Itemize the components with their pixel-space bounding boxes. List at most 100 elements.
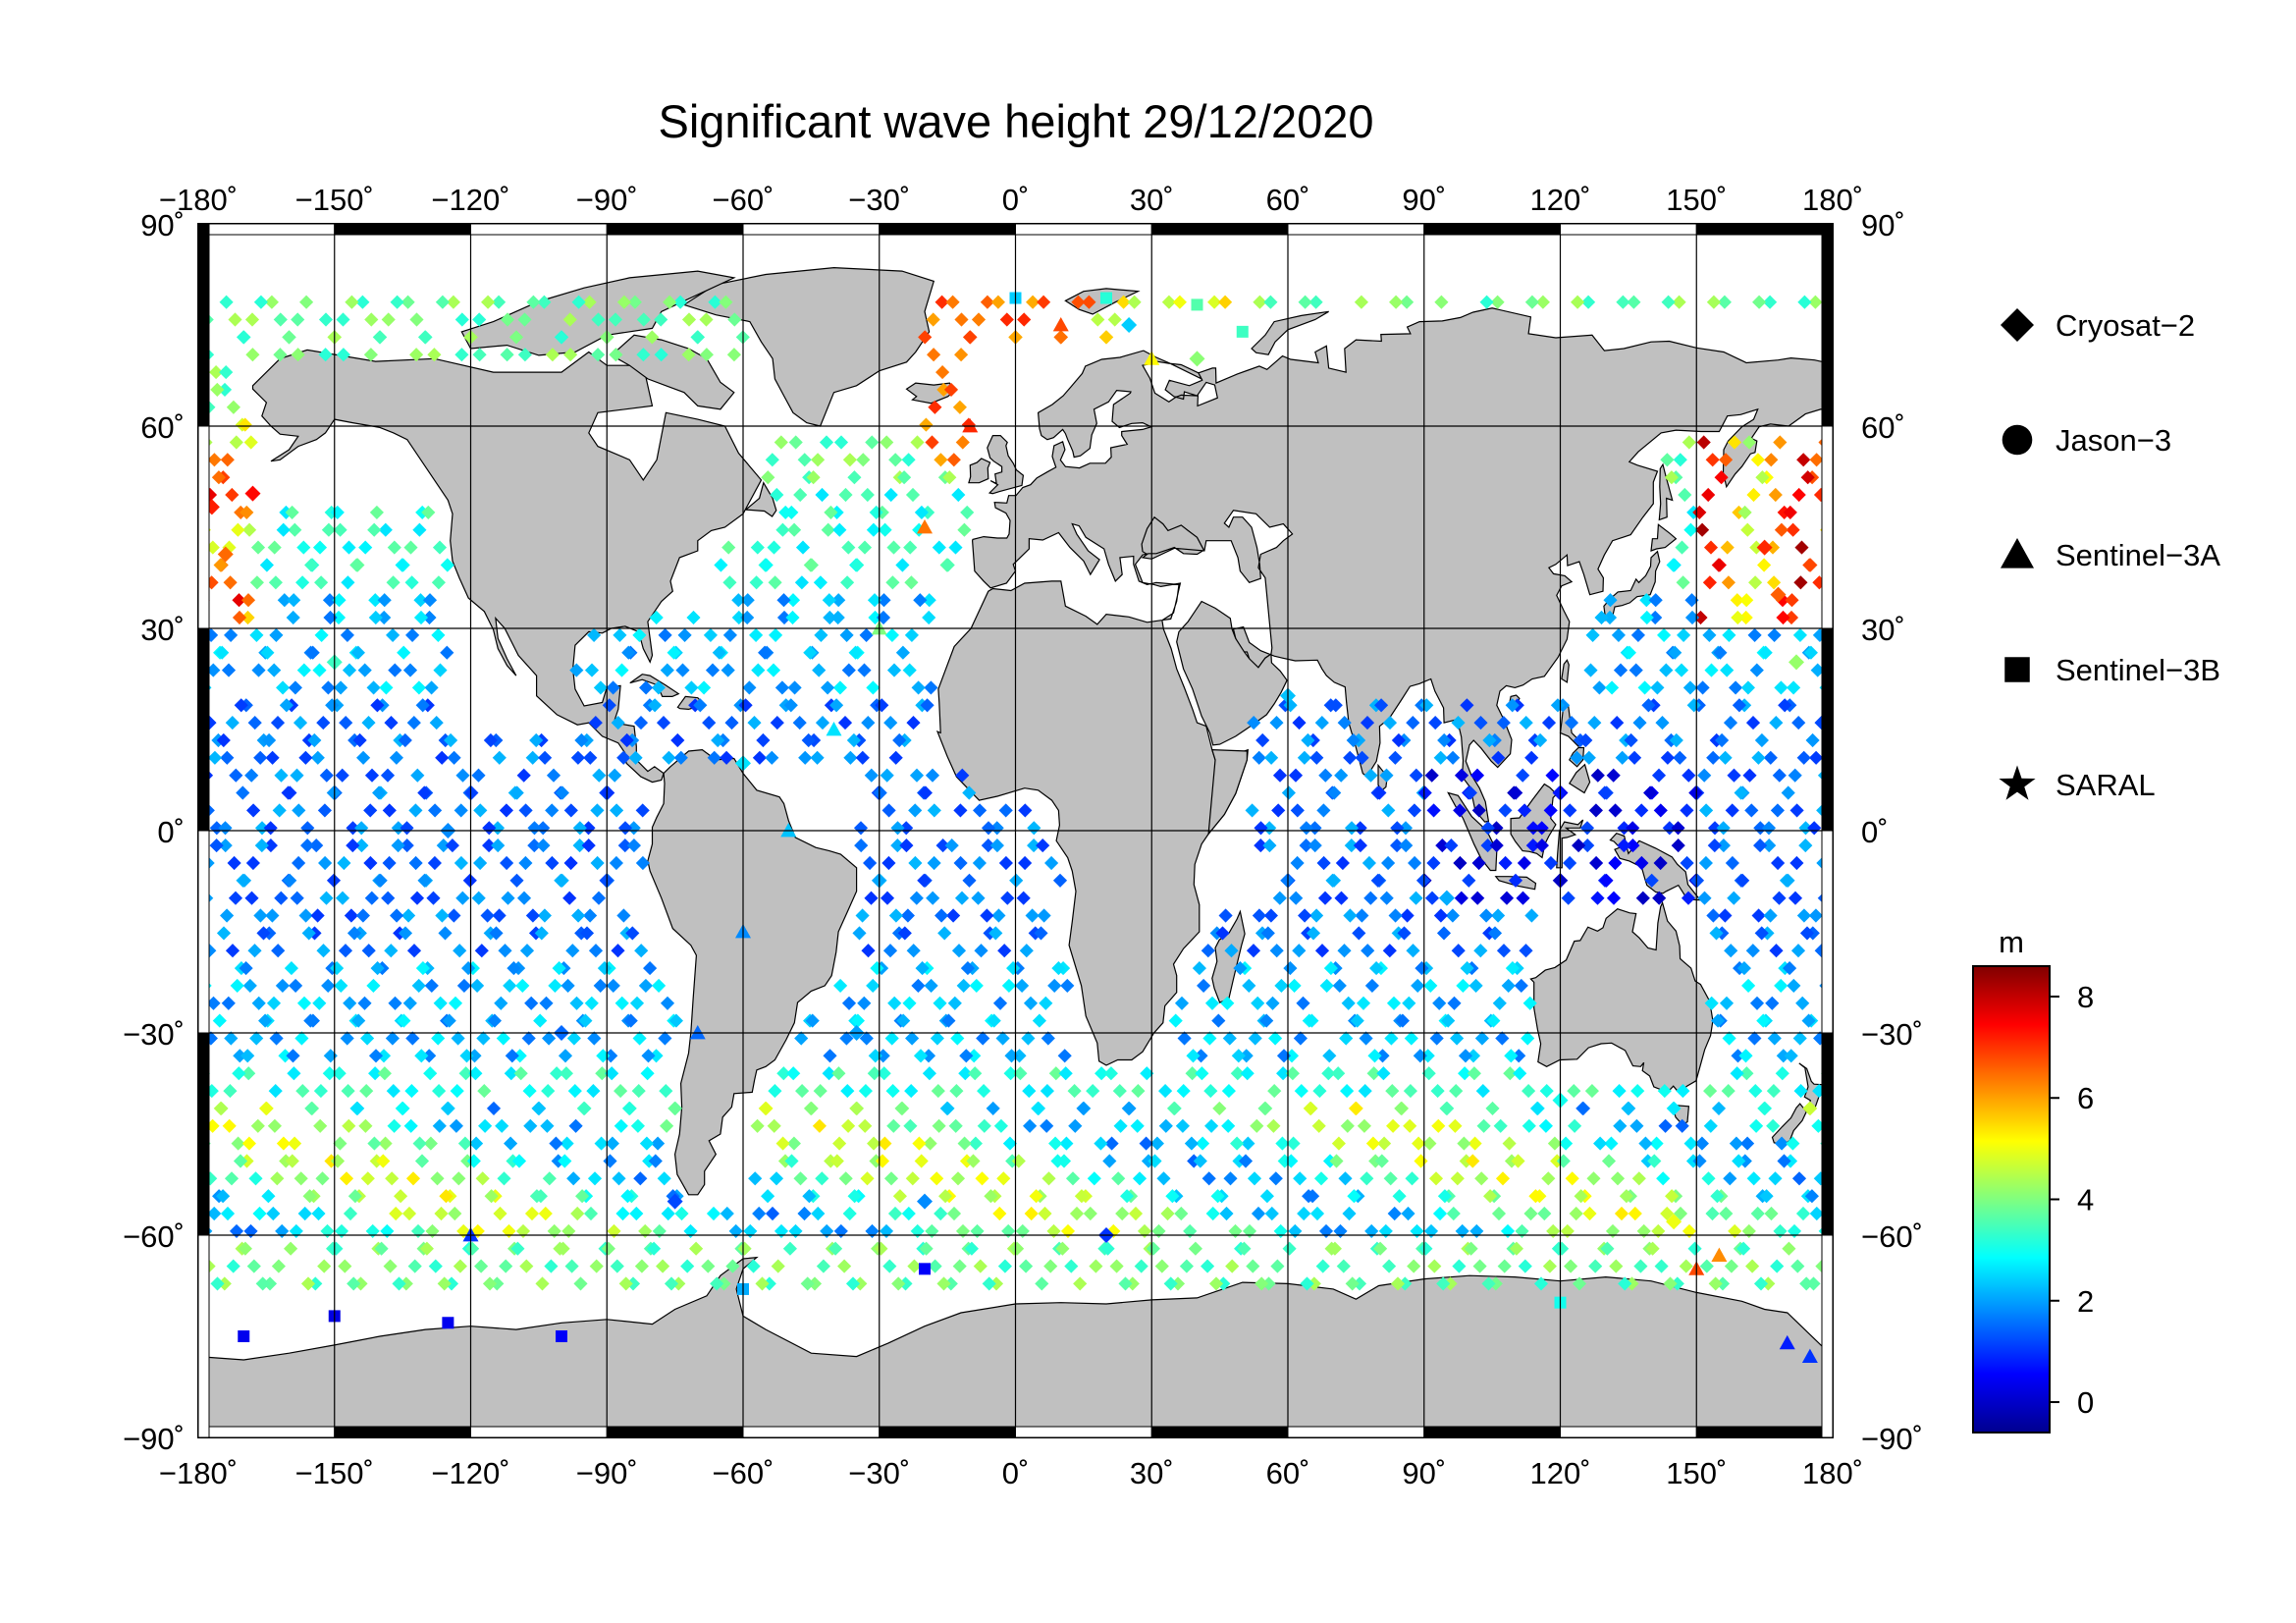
track-point <box>1003 1066 1018 1081</box>
track-point <box>233 1049 247 1063</box>
track-point <box>1018 855 1033 871</box>
track-point <box>652 978 667 993</box>
track-point <box>1561 891 1575 905</box>
track-point <box>664 1276 679 1291</box>
track-point <box>432 540 448 555</box>
track-point <box>353 1276 368 1291</box>
track-point <box>1322 1049 1337 1063</box>
track-point <box>939 1101 954 1115</box>
track-point <box>866 680 881 695</box>
track-point <box>814 627 828 642</box>
track-point <box>1786 1136 1800 1151</box>
track-point <box>422 1049 437 1063</box>
track-point <box>750 540 765 555</box>
track-point <box>1803 1101 1818 1115</box>
track-point <box>1771 855 1786 871</box>
track-point <box>841 540 856 555</box>
track-point <box>1204 1118 1219 1133</box>
track-point <box>1446 750 1461 765</box>
track-point <box>877 1066 891 1081</box>
track-point <box>313 1118 328 1133</box>
track-point <box>364 312 379 327</box>
track-point <box>1654 1259 1669 1273</box>
track-point <box>346 839 360 853</box>
track-point <box>1753 839 1768 853</box>
lon-tick-label-bottom: −120˚ <box>431 1456 509 1490</box>
track-point <box>1026 295 1041 309</box>
track-point <box>1428 1171 1444 1186</box>
track-point <box>1778 698 1792 713</box>
track-point <box>1327 785 1342 800</box>
track-point <box>586 1084 601 1099</box>
track-point <box>614 1084 628 1099</box>
track-point <box>998 855 1013 871</box>
track-point <box>558 1154 572 1168</box>
track-point <box>536 839 551 853</box>
track-point <box>1184 1136 1199 1151</box>
track-point <box>1331 1136 1346 1151</box>
track-point <box>1666 558 1681 572</box>
track-point <box>1653 855 1668 871</box>
track-point <box>1801 1013 1816 1028</box>
track-point <box>1409 891 1423 905</box>
track-point <box>1713 645 1728 660</box>
track-point <box>1374 698 1389 713</box>
track-point <box>629 1206 644 1221</box>
track-point <box>1511 1154 1525 1168</box>
track-point <box>1799 926 1815 941</box>
track-point <box>1744 803 1759 818</box>
track-point <box>587 1171 603 1186</box>
track-point <box>269 1031 284 1046</box>
track-point <box>873 785 887 800</box>
track-point <box>954 312 969 327</box>
track-point <box>220 453 235 467</box>
track-point <box>686 610 701 625</box>
track-point <box>1580 839 1595 853</box>
track-point <box>1673 750 1687 765</box>
track-point <box>593 680 608 695</box>
track-point <box>1488 1276 1503 1291</box>
track-point <box>950 1171 966 1186</box>
land-taiwan <box>1561 659 1570 683</box>
track-point <box>1622 645 1636 660</box>
track-point <box>848 645 863 660</box>
track-point <box>1772 891 1787 905</box>
track-point <box>225 487 240 503</box>
track-point <box>1340 1084 1355 1099</box>
track-point <box>785 610 800 625</box>
track-point <box>1759 1189 1774 1204</box>
frame-segment-bottom <box>1150 1426 1289 1438</box>
track-point <box>1671 839 1685 853</box>
track-point <box>1749 1118 1764 1133</box>
track-point <box>1348 1101 1363 1115</box>
track-point <box>1721 1084 1735 1099</box>
track-point <box>670 732 685 748</box>
track-point <box>766 663 781 677</box>
track-point <box>1626 821 1640 836</box>
track-point <box>318 312 334 327</box>
track-point <box>1443 1276 1458 1291</box>
track-point <box>1731 610 1745 625</box>
track-point <box>1140 1066 1154 1081</box>
track-point <box>960 961 975 976</box>
track-point <box>1023 1118 1038 1133</box>
track-point <box>980 295 994 309</box>
track-point <box>1398 821 1414 836</box>
lon-tick-label-top: 60˚ <box>1266 183 1310 217</box>
track-point <box>533 1013 548 1028</box>
track-point <box>601 1241 615 1256</box>
track-point <box>1370 873 1385 888</box>
lon-tick-label-bottom: 120˚ <box>1529 1456 1590 1490</box>
track-point <box>1221 1118 1236 1133</box>
track-point <box>296 540 311 555</box>
track-point <box>1490 295 1505 309</box>
track-point <box>225 944 240 958</box>
track-point <box>852 926 867 941</box>
track-point <box>1703 1084 1718 1099</box>
track-point <box>1311 1118 1326 1133</box>
track-point <box>1450 1171 1465 1186</box>
track-point <box>1390 1276 1406 1291</box>
track-point <box>1793 575 1808 590</box>
track-point <box>340 1031 354 1046</box>
track-point <box>1293 1171 1308 1186</box>
